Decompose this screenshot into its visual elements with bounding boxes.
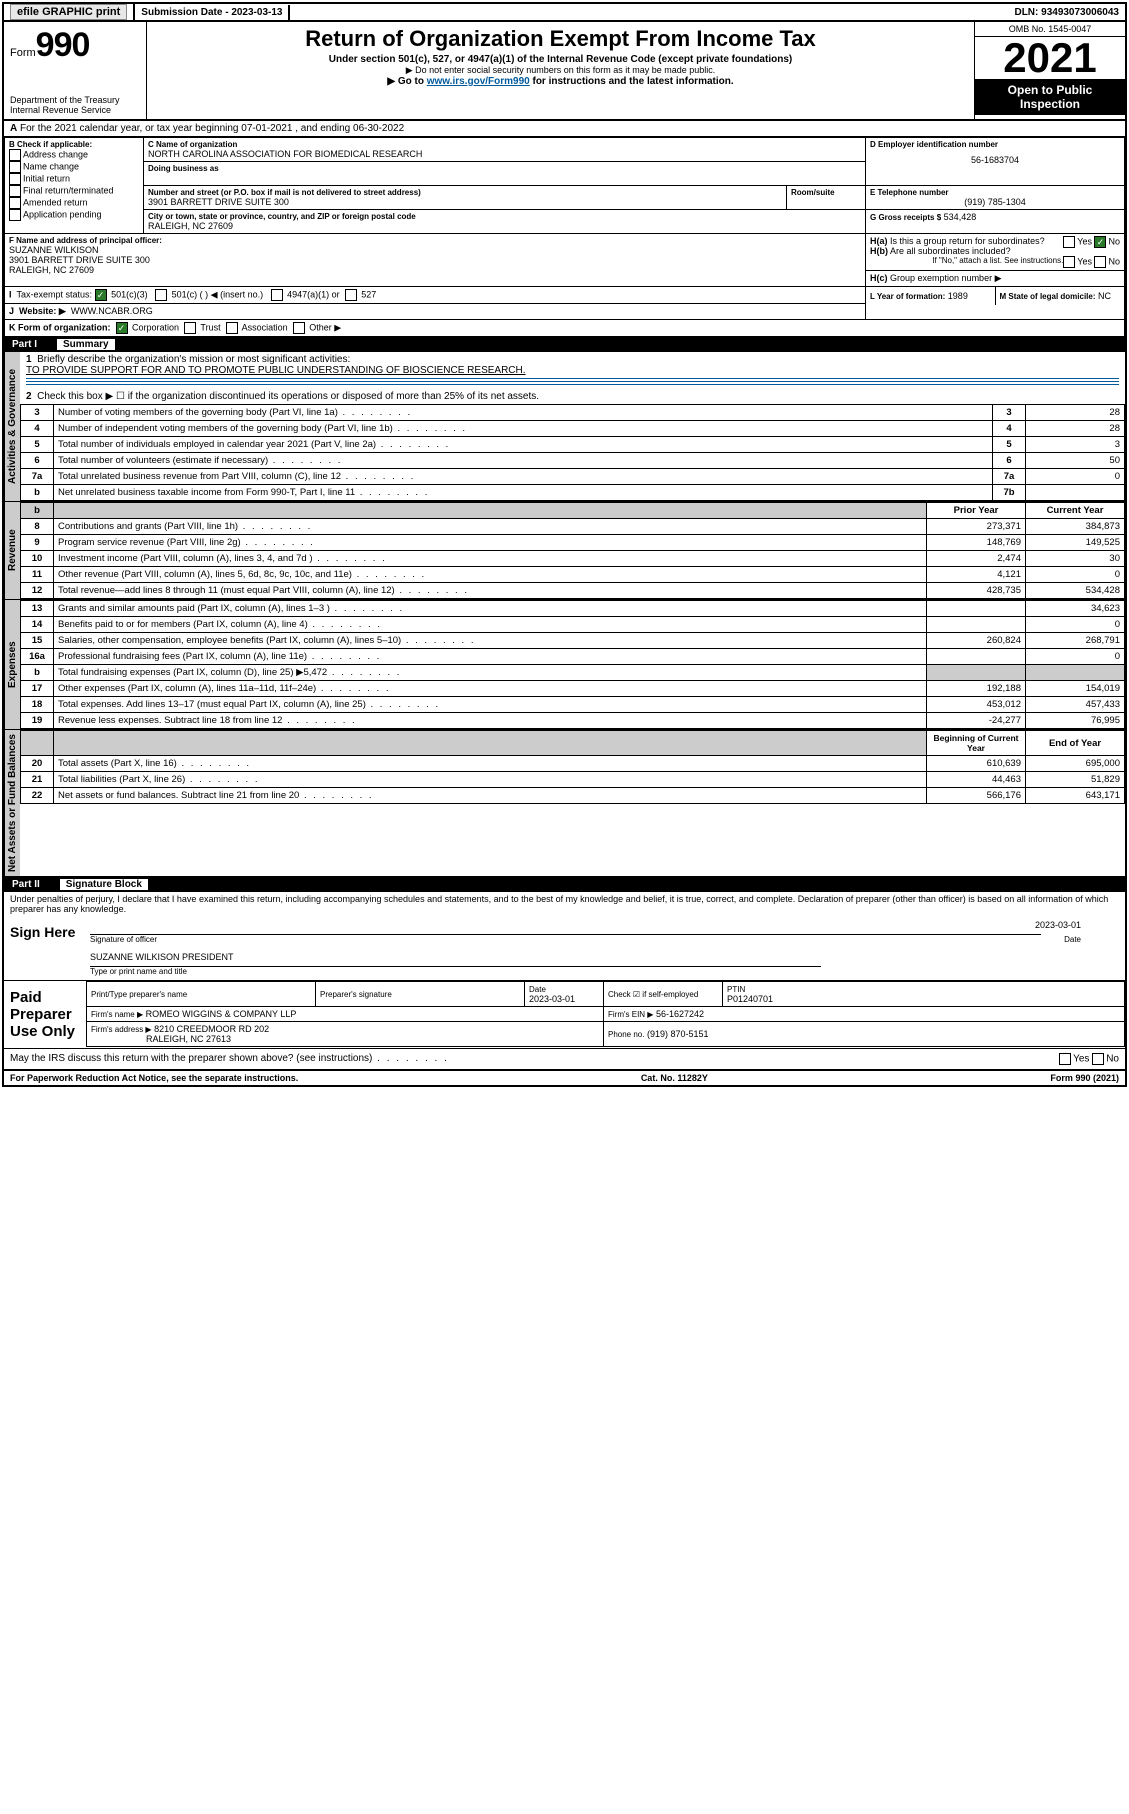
chk-pending[interactable]: Application pending bbox=[9, 209, 139, 221]
mission-text: TO PROVIDE SUPPORT FOR AND TO PROMOTE PU… bbox=[26, 365, 526, 376]
revenue-section: Revenue bPrior YearCurrent Year 8Contrib… bbox=[4, 502, 1125, 600]
box-e: E Telephone number(919) 785-1304 bbox=[866, 186, 1125, 210]
form-number: Form990 bbox=[10, 26, 140, 65]
subtitle-2: ▶ Do not enter social security numbers o… bbox=[155, 65, 966, 76]
chk-discuss-yes[interactable] bbox=[1059, 1053, 1071, 1065]
subtitle-1: Under section 501(c), 527, or 4947(a)(1)… bbox=[155, 54, 966, 65]
form-title: Return of Organization Exempt From Incom… bbox=[155, 26, 966, 52]
declaration: Under penalties of perjury, I declare th… bbox=[4, 892, 1125, 916]
box-c-room: Room/suite bbox=[787, 186, 866, 210]
dln: DLN: 93493073006043 bbox=[1008, 5, 1125, 20]
tax-year: 2021 bbox=[975, 37, 1125, 79]
chk-corp[interactable] bbox=[116, 322, 128, 334]
box-f: F Name and address of principal officer:… bbox=[5, 234, 866, 287]
efile-print-button[interactable]: efile GRAPHIC print bbox=[10, 4, 127, 20]
chk-discuss-no[interactable] bbox=[1092, 1053, 1104, 1065]
chk-4947[interactable] bbox=[271, 289, 283, 301]
footer-left: For Paperwork Reduction Act Notice, see … bbox=[10, 1073, 298, 1083]
sign-here-row: Sign Here 2023-03-01 Signature of office… bbox=[4, 916, 1125, 981]
box-c-dba: Doing business as bbox=[144, 162, 866, 186]
form-990-page: efile GRAPHIC print Submission Date - 20… bbox=[2, 2, 1127, 1087]
governance-section: Activities & Governance 1 Briefly descri… bbox=[4, 352, 1125, 502]
line-a: A For the 2021 calendar year, or tax yea… bbox=[4, 121, 1125, 137]
box-j: J Website: ▶ WWW.NCABR.ORG bbox=[5, 304, 866, 320]
chk-assoc[interactable] bbox=[226, 322, 238, 334]
paid-preparer-row: Paid Preparer Use Only Print/Type prepar… bbox=[4, 981, 1125, 1049]
net-section: Net Assets or Fund Balances Beginning of… bbox=[4, 730, 1125, 877]
chk-527[interactable] bbox=[345, 289, 357, 301]
chk-501c[interactable] bbox=[155, 289, 167, 301]
gov-table: 3Number of voting members of the governi… bbox=[20, 404, 1125, 501]
sign-here-label: Sign Here bbox=[4, 916, 86, 980]
header-right: OMB No. 1545-0047 2021 Open to Public In… bbox=[974, 22, 1125, 119]
chk-name[interactable]: Name change bbox=[9, 161, 139, 173]
paid-label: Paid Preparer Use Only bbox=[4, 981, 86, 1048]
box-k: K Form of organization: Corporation Trus… bbox=[5, 320, 1125, 337]
expenses-section: Expenses 13Grants and similar amounts pa… bbox=[4, 600, 1125, 730]
chk-initial[interactable]: Initial return bbox=[9, 173, 139, 185]
rev-table: bPrior YearCurrent Year 8Contributions a… bbox=[20, 502, 1125, 599]
header-mid: Return of Organization Exempt From Incom… bbox=[147, 22, 974, 119]
subdate-cell: Submission Date - 2023-03-13 bbox=[135, 5, 290, 20]
footer-right: Form 990 (2021) bbox=[1050, 1073, 1119, 1083]
box-c-city: City or town, state or province, country… bbox=[144, 210, 866, 234]
part2-header: Part II Signature Block bbox=[4, 877, 1125, 892]
irs-label: Internal Revenue Service bbox=[10, 105, 140, 115]
open-inspection: Open to Public Inspection bbox=[975, 79, 1125, 115]
box-c-street: Number and street (or P.O. box if mail i… bbox=[144, 186, 787, 210]
discuss-row: May the IRS discuss this return with the… bbox=[4, 1049, 1125, 1071]
box-lm: L Year of formation: 1989 M State of leg… bbox=[866, 287, 1125, 320]
box-b: B Check if applicable: Address change Na… bbox=[5, 138, 144, 234]
tab-net: Net Assets or Fund Balances bbox=[4, 730, 20, 876]
net-table: Beginning of Current YearEnd of Year 20T… bbox=[20, 730, 1125, 804]
box-c-name: C Name of organization NORTH CAROLINA AS… bbox=[144, 138, 866, 162]
exp-table: 13Grants and similar amounts paid (Part … bbox=[20, 600, 1125, 729]
dept-label: Department of the Treasury bbox=[10, 95, 140, 105]
chk-address[interactable]: Address change bbox=[9, 149, 139, 161]
part1-header: Part I Summary bbox=[4, 337, 1125, 352]
box-d: D Employer identification number 56-1683… bbox=[866, 138, 1125, 186]
subtitle-3: ▶ Go to www.irs.gov/Form990 for instruct… bbox=[155, 76, 966, 87]
chk-trust[interactable] bbox=[184, 322, 196, 334]
box-hc: H(c) Group exemption number ▶ bbox=[866, 271, 1125, 287]
footer-mid: Cat. No. 11282Y bbox=[641, 1073, 708, 1083]
tab-governance: Activities & Governance bbox=[4, 352, 20, 501]
chk-amended[interactable]: Amended return bbox=[9, 197, 139, 209]
block-b-to-m: B Check if applicable: Address change Na… bbox=[4, 137, 1125, 337]
chk-final[interactable]: Final return/terminated bbox=[9, 185, 139, 197]
paid-table: Print/Type preparer's name Preparer's si… bbox=[86, 981, 1125, 1047]
tab-expenses: Expenses bbox=[4, 600, 20, 729]
header-left: Form990 Department of the Treasury Inter… bbox=[4, 22, 147, 119]
irs-link[interactable]: www.irs.gov/Form990 bbox=[427, 76, 530, 87]
chk-other[interactable] bbox=[293, 322, 305, 334]
footer: For Paperwork Reduction Act Notice, see … bbox=[4, 1071, 1125, 1085]
box-h: H(a) Is this a group return for subordin… bbox=[866, 234, 1125, 271]
efile-cell: efile GRAPHIC print bbox=[4, 4, 135, 20]
box-i: I Tax-exempt status: 501(c)(3) 501(c) ( … bbox=[5, 287, 866, 304]
box-g: G Gross receipts $ 534,428 bbox=[866, 210, 1125, 234]
tab-revenue: Revenue bbox=[4, 502, 20, 599]
topbar: efile GRAPHIC print Submission Date - 20… bbox=[4, 4, 1125, 22]
header: Form990 Department of the Treasury Inter… bbox=[4, 22, 1125, 121]
chk-501c3[interactable] bbox=[95, 289, 107, 301]
